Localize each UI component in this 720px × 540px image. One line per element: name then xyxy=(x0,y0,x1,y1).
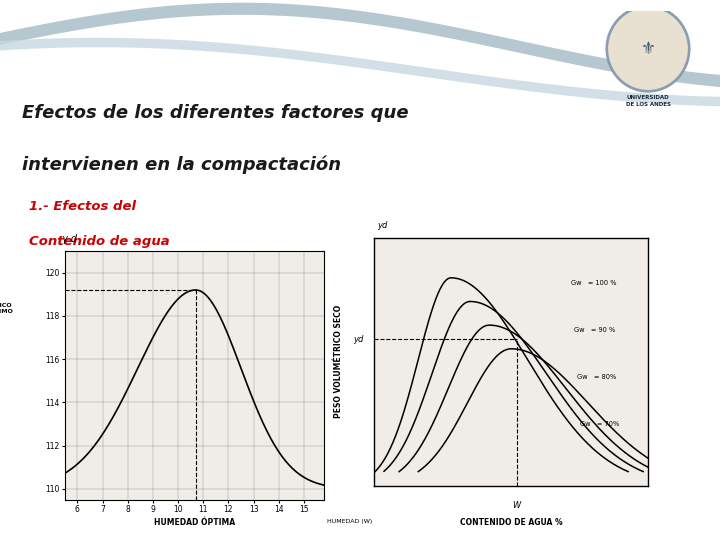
Polygon shape xyxy=(0,38,720,106)
Text: Efectos de los diferentes factores que: Efectos de los diferentes factores que xyxy=(22,104,408,122)
Text: Gᴡ   = 80%: Gᴡ = 80% xyxy=(577,374,616,380)
Text: UNIVERSIDAD
DE LOS ANDES: UNIVERSIDAD DE LOS ANDES xyxy=(626,96,670,107)
Text: yd: yd xyxy=(377,221,387,230)
Text: Gᴡ   = 100 %: Gᴡ = 100 % xyxy=(572,280,617,286)
Text: Gᴡ   = 70%: Gᴡ = 70% xyxy=(580,422,619,428)
Circle shape xyxy=(606,6,690,92)
Text: PESO VOLUMÉTRICO SECO: PESO VOLUMÉTRICO SECO xyxy=(334,305,343,418)
Text: W: W xyxy=(513,501,521,510)
Text: intervienen en la compactación: intervienen en la compactación xyxy=(22,156,341,174)
Text: Contenido de agua: Contenido de agua xyxy=(29,234,169,248)
Text: 1.- Efectos del: 1.- Efectos del xyxy=(29,199,136,213)
Polygon shape xyxy=(0,3,720,87)
Text: ⚜: ⚜ xyxy=(641,40,655,58)
Text: CONTENIDO DE AGUA %: CONTENIDO DE AGUA % xyxy=(460,518,562,527)
X-axis label: HUMEDAD ÓPTIMA: HUMEDAD ÓPTIMA xyxy=(154,518,235,527)
Circle shape xyxy=(609,9,687,89)
Text: PESO /
VOLUMÉTRICO
SECO MÁXIMO: PESO / VOLUMÉTRICO SECO MÁXIMO xyxy=(0,298,12,314)
Text: yd: yd xyxy=(353,335,364,344)
Text: γ d: γ d xyxy=(62,234,77,244)
Text: Gᴡ   = 90 %: Gᴡ = 90 % xyxy=(574,327,616,333)
Text: HUMEDAD (W): HUMEDAD (W) xyxy=(327,519,372,524)
